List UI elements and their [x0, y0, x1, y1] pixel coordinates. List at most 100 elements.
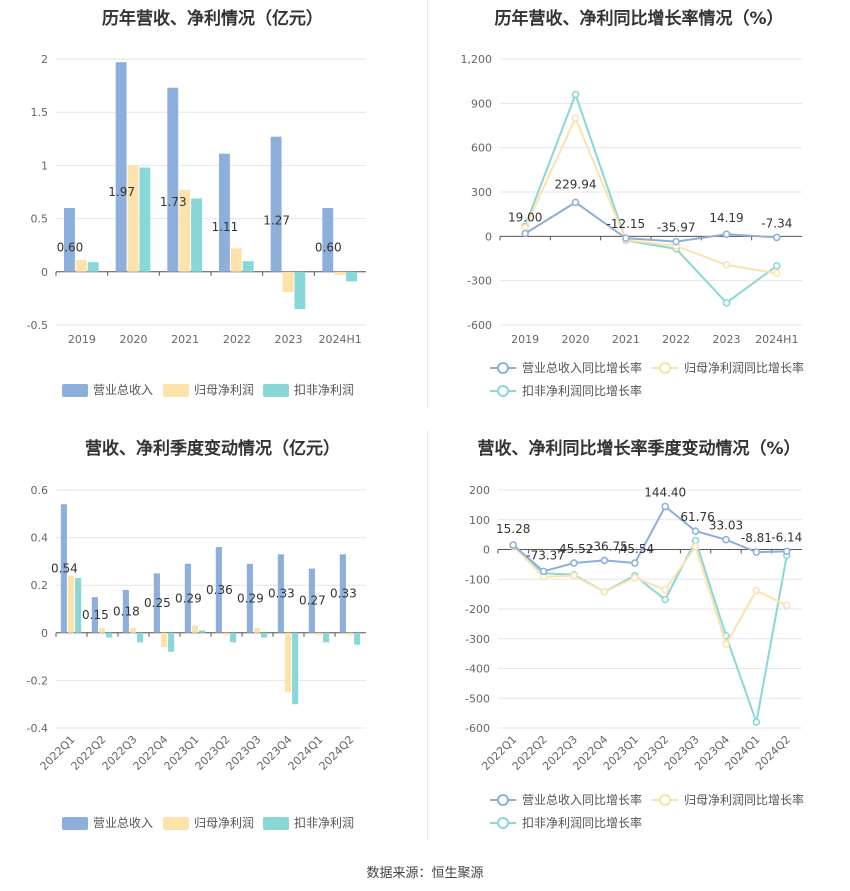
x-tick-label: 2020 [562, 333, 590, 346]
series-line [512, 544, 788, 647]
x-tick-label: 2021 [612, 333, 640, 346]
quarterly-values-chart: 0.60.40.20-0.2-0.42022Q12022Q22022Q32022… [27, 484, 366, 830]
series-line [524, 115, 777, 275]
y-tick-label: -0.4 [27, 722, 48, 735]
data-point [631, 559, 639, 567]
data-point [521, 223, 529, 232]
y-tick-label: 100 [469, 514, 490, 527]
chart-panel-annual-growth: 历年营收、净利同比增长率情况（%） 1,200 900 600 300 0 -300 -60… [428, 0, 850, 410]
series-line [512, 537, 788, 726]
quarterly-growth-chart: 2001000-100-200-300-400-500-6002022Q1202… [465, 484, 804, 830]
bar [339, 554, 346, 633]
data-label: -8.81 [741, 531, 772, 545]
data-point [661, 585, 669, 594]
data-point [521, 229, 529, 238]
bar [253, 628, 261, 633]
data-point [783, 547, 791, 556]
data-label: 0.54 [51, 562, 78, 576]
bar [64, 207, 75, 272]
bar [261, 632, 268, 638]
annual-growth-chart: 1,200 900 600 300 0 -300 -600 2019 2020 2021 2022 2… [461, 53, 805, 398]
data-label: 0.33 [330, 587, 357, 601]
legend-label: 归母净利润同比增长率 [684, 792, 804, 807]
legend-swatch [62, 817, 88, 830]
data-point [752, 586, 761, 595]
x-tick-label: 2024Q2 [317, 733, 357, 773]
y-tick-label: 0.6 [31, 484, 49, 497]
x-tick-label: 2023 [713, 333, 741, 346]
bar [167, 87, 179, 272]
data-label: 19.00 [508, 211, 542, 225]
bar [323, 632, 330, 643]
bar [168, 632, 175, 652]
x-tick-label: 2019 [68, 333, 96, 346]
bar [219, 153, 230, 272]
bar [137, 632, 144, 643]
legend-label: 营业总收入 [93, 383, 153, 397]
y-tick-label: -100 [465, 573, 490, 586]
bar [191, 625, 199, 633]
data-label: 0.29 [175, 591, 202, 605]
data-label: 33.03 [709, 519, 743, 533]
data-label: -45.52 [555, 542, 594, 556]
data-point [752, 548, 761, 556]
data-point [600, 587, 609, 596]
data-label: -6.14 [771, 530, 802, 544]
legend-label: 扣非净利润同比增长率 [522, 383, 642, 398]
bar [215, 547, 222, 633]
y-tick-label: 0 [485, 230, 492, 243]
bar [334, 271, 346, 275]
y-tick-label: 300 [471, 186, 492, 199]
legend-marker-icon [497, 794, 509, 806]
bar [315, 632, 323, 636]
bar [98, 628, 106, 633]
data-label: 1.27 [263, 213, 290, 227]
x-tick-label: 2019 [511, 333, 539, 346]
x-tick-label: 2022 [662, 333, 690, 346]
chart-title: 历年营收、净利同比增长率情况（%） [494, 9, 784, 29]
bar [354, 632, 361, 645]
legend-label: 归母净利润 [194, 383, 254, 397]
x-tick-label: 2022 [223, 333, 251, 346]
y-tick-label: 1.5 [31, 106, 49, 119]
bar [75, 260, 87, 272]
legend-label: 扣非净利润 [294, 383, 354, 397]
data-label: 229.94 [555, 177, 597, 191]
x-tick-label: 2020 [120, 333, 148, 346]
data-point [631, 574, 639, 582]
legend-label: 营业总收入 [93, 816, 153, 830]
bar [179, 189, 191, 272]
data-label: 0.15 [82, 608, 109, 622]
series-line [524, 201, 777, 243]
y-tick-label: -500 [465, 692, 490, 705]
y-tick-label: 200 [469, 484, 490, 497]
x-tick-label: 2024H1 [755, 333, 798, 346]
data-label: -36.75 [589, 539, 628, 553]
y-tick-label: -300 [465, 633, 490, 646]
bar [277, 554, 284, 633]
bar [230, 632, 237, 643]
data-label: 14.19 [709, 211, 743, 225]
y-tick-label: 600 [471, 142, 492, 155]
bar [242, 261, 254, 272]
bar [246, 563, 253, 633]
bar [75, 578, 82, 633]
y-tick-label: 0 [483, 544, 490, 557]
data-label: -12.15 [606, 217, 645, 231]
bar [106, 632, 113, 638]
bar [294, 271, 306, 310]
bar [308, 568, 315, 633]
y-tick-label: 0 [41, 266, 48, 279]
y-tick-label: -600 [465, 722, 490, 735]
bar [322, 207, 334, 272]
y-tick-label: -200 [465, 603, 490, 616]
chart-title: 营收、净利同比增长率季度变动情况（%） [477, 439, 801, 459]
data-point [722, 261, 731, 269]
data-label: 144.40 [644, 486, 686, 500]
y-tick-label: 0 [41, 627, 48, 640]
bar [346, 271, 357, 282]
legend-swatch [163, 384, 189, 397]
series-line [524, 91, 778, 305]
data-label: 0.18 [113, 604, 140, 618]
y-tick-label: 1,200 [461, 53, 493, 66]
